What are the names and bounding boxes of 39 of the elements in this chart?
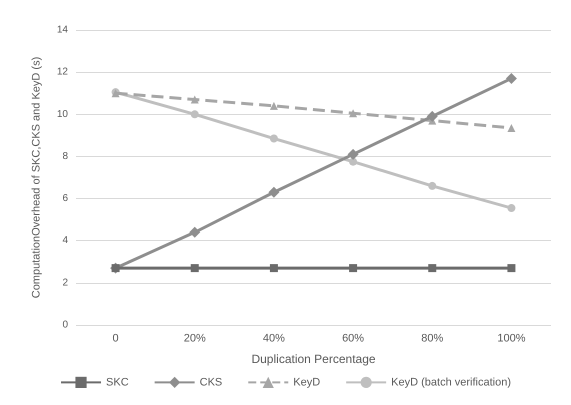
- point: [190, 110, 199, 118]
- point: [190, 264, 199, 272]
- point: [270, 134, 278, 143]
- legend-label: KeyD (batch verification): [391, 376, 511, 388]
- y-tick-label: 8: [62, 150, 68, 162]
- x-tick-label: 40%: [262, 332, 286, 344]
- point: [270, 102, 278, 110]
- legend-label: CKS: [200, 376, 222, 388]
- point: [348, 148, 359, 160]
- x-tick-label: 60%: [342, 332, 364, 344]
- point: [428, 182, 436, 190]
- y-tick-label: 6: [62, 193, 68, 204]
- point: [189, 226, 200, 238]
- point: [426, 110, 438, 122]
- point: [349, 264, 358, 272]
- point: [506, 72, 517, 84]
- point: [270, 264, 278, 272]
- y-tick-label: 14: [56, 24, 68, 36]
- y-tick-label: 12: [56, 66, 68, 78]
- x-tick-label: 0: [112, 332, 119, 344]
- x-tick-label: 100%: [497, 332, 526, 344]
- point: [190, 96, 199, 104]
- point: [507, 204, 516, 212]
- x-tick-label: 20%: [184, 332, 206, 344]
- x-axis-title: Duplication Percentage: [251, 352, 376, 366]
- point: [349, 109, 358, 118]
- point: [349, 158, 358, 166]
- y-axis-title: ComputationOverhead of SKC,CKS and KeyD (s): [30, 56, 42, 298]
- point: [507, 264, 516, 272]
- x-tick-label: 80%: [421, 332, 444, 344]
- point: [507, 124, 516, 132]
- y-tick-label: 0: [62, 320, 68, 330]
- legend-label: KeyD: [293, 376, 320, 388]
- point: [428, 264, 436, 272]
- y-tick-label: 10: [56, 108, 68, 120]
- y-tick-label: 2: [62, 277, 68, 288]
- legend-label: SKC: [106, 376, 129, 388]
- point: [268, 186, 280, 198]
- y-tick-label: 4: [62, 235, 68, 246]
